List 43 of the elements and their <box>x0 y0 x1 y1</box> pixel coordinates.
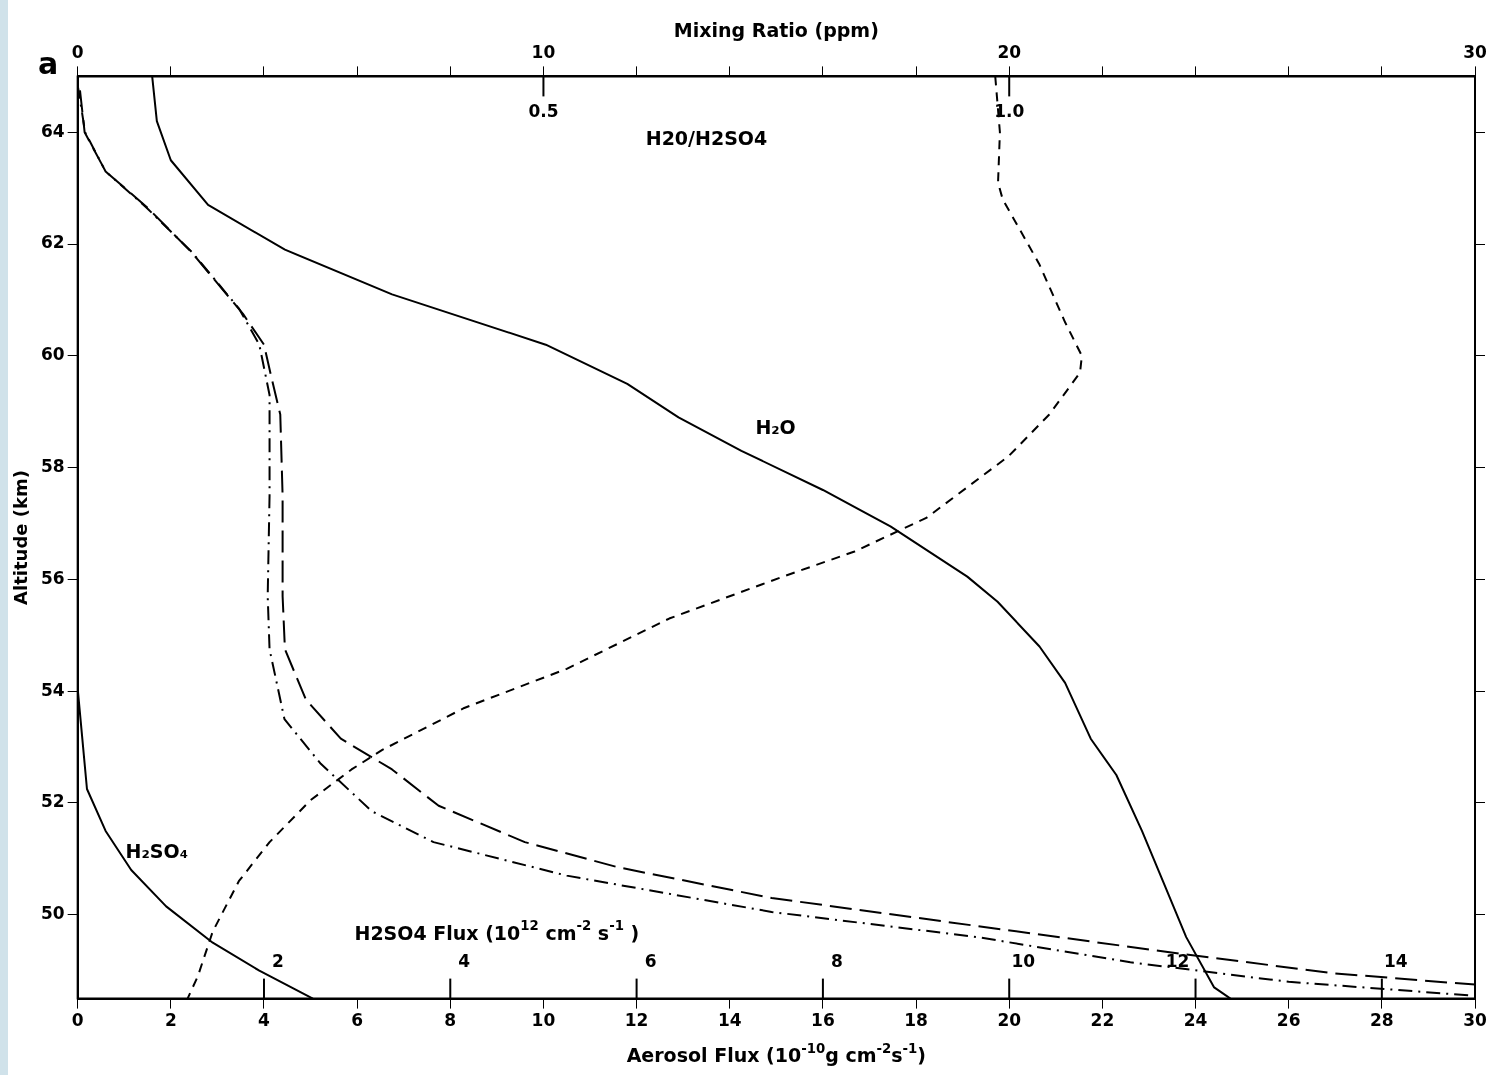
annotation: 10 <box>1011 951 1036 972</box>
y-tick-label: 52 <box>40 791 65 812</box>
annotation: 1.0 <box>994 100 1025 121</box>
x-tick-label: 4 <box>258 1010 271 1031</box>
y-tick-label: 54 <box>40 679 65 700</box>
x2-axis-title: Mixing Ratio (ppm) <box>673 18 879 41</box>
annotation: 6 <box>644 951 657 972</box>
text: a <box>38 45 59 81</box>
x-tick-label: 22 <box>1090 1010 1115 1031</box>
x-tick-label: 16 <box>811 1010 835 1031</box>
x-tick-label: 18 <box>904 1010 928 1031</box>
x-tick-label: 10 <box>531 1010 556 1031</box>
x-tick-label: 6 <box>351 1010 364 1031</box>
x-tick-label: 20 <box>997 1010 1022 1031</box>
x-tick-label: 24 <box>1183 1010 1208 1031</box>
y-tick-label: 58 <box>40 456 65 477</box>
x2-tick-label: 20 <box>997 41 1022 62</box>
annotation: 4 <box>458 951 471 972</box>
y-tick-label: 56 <box>40 567 65 588</box>
series-label: H₂SO₄ <box>125 839 188 862</box>
x2-tick-label: 0 <box>71 41 84 62</box>
y-axis-title: Altitude (km) <box>9 470 31 605</box>
annotation: 8 <box>830 951 843 972</box>
y-tick-label: 64 <box>40 120 65 141</box>
x-tick-label: 8 <box>444 1010 457 1031</box>
x-tick-label: 28 <box>1370 1010 1394 1031</box>
x2-tick-label: 10 <box>531 41 556 62</box>
x-tick-label: 14 <box>717 1010 742 1031</box>
x-tick-label: 12 <box>624 1010 649 1031</box>
annotation: 2 <box>272 951 284 972</box>
x2-tick-label: 30 <box>1463 41 1487 62</box>
x-tick-label: 26 <box>1276 1010 1301 1031</box>
y-tick-label: 60 <box>40 344 65 365</box>
x-tick-label: 0 <box>71 1010 84 1031</box>
annotation: 0.5 <box>528 100 559 121</box>
y-tick-label: 62 <box>40 232 65 253</box>
annotation: 14 <box>1384 951 1408 972</box>
x-tick-label: 2 <box>164 1010 177 1031</box>
annotation: 12 <box>1165 951 1190 972</box>
series-label: H₂O <box>755 415 796 438</box>
annotation: H20/H2SO4 <box>645 127 768 150</box>
y-tick-label: 50 <box>40 903 65 924</box>
x-tick-label: 30 <box>1463 1010 1487 1031</box>
